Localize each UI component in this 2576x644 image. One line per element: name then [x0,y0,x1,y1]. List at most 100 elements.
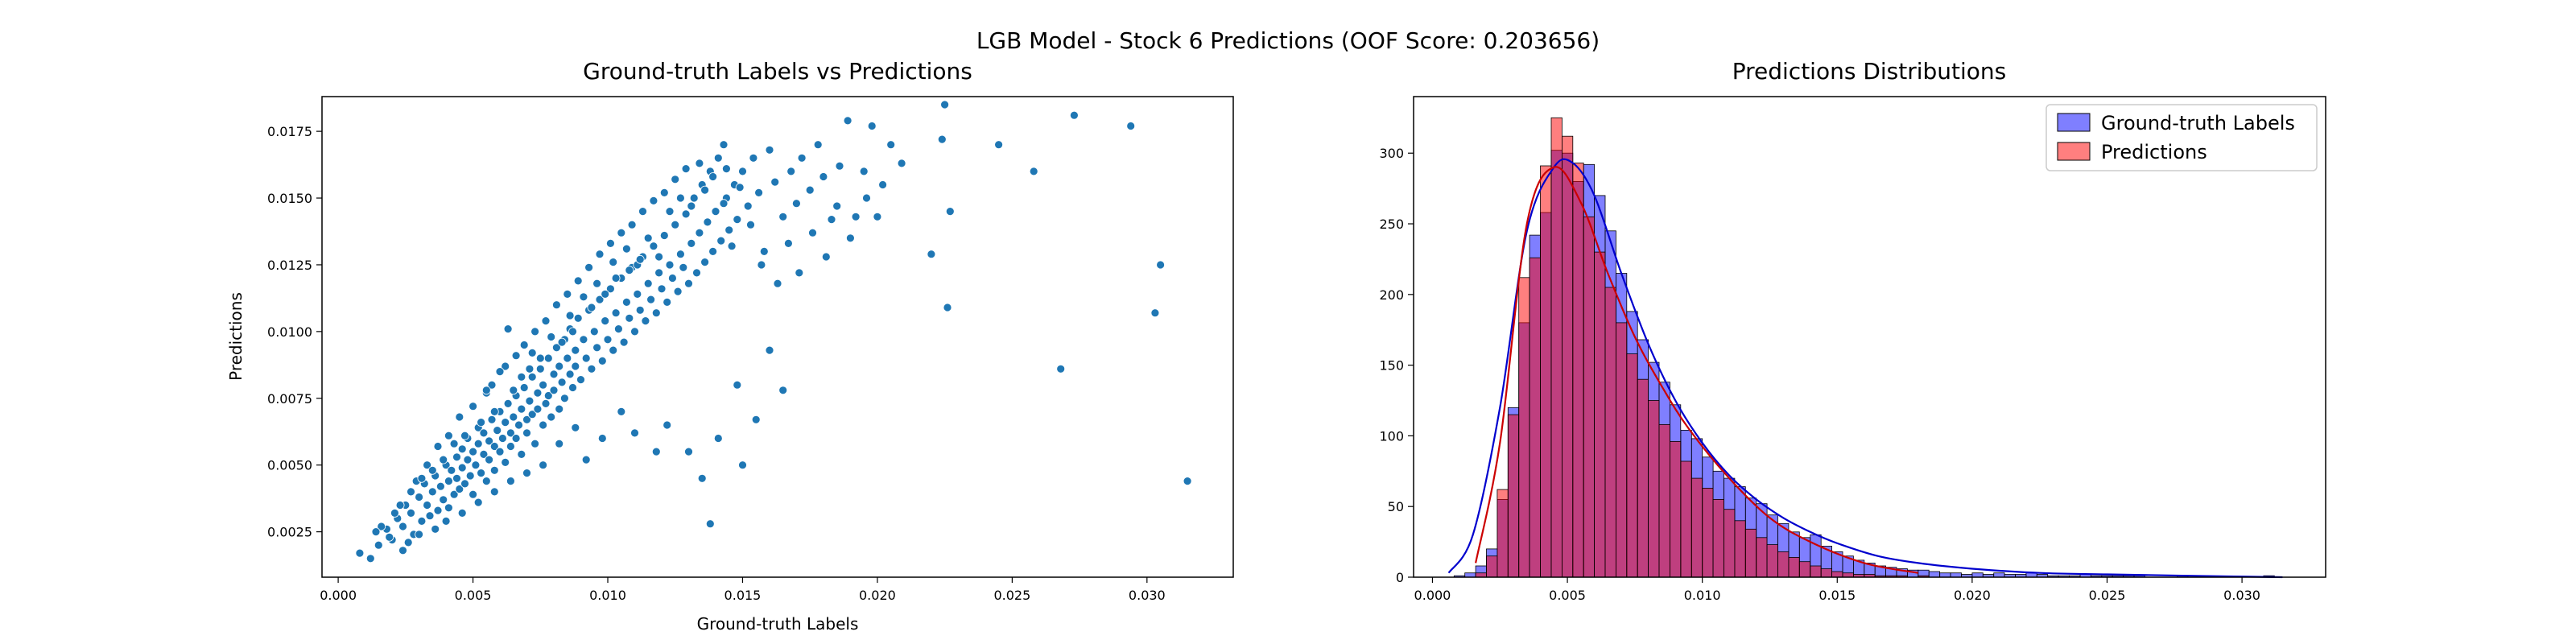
scatter-point [525,364,535,374]
histogram-y-tick-label: 200 [1379,287,1404,303]
histogram-bar [1669,441,1682,578]
scatter-point [498,434,507,443]
scatter-point [417,517,427,526]
scatter-point [733,380,742,390]
scatter-point [479,428,489,438]
scatter-point [579,292,588,302]
scatter-point [716,236,726,246]
scatter-point [493,426,502,435]
scatter-point [724,225,734,235]
scatter-point [676,193,685,203]
scatter-point [862,193,871,203]
scatter-point [622,244,631,254]
scatter-point [501,458,510,467]
scatter-point [746,220,755,229]
scatter-point [614,324,623,334]
scatter-point [673,287,683,296]
scatter-point [703,217,712,227]
histogram-panel: Predictions Distributions 0.000 0.005 0.01… [1379,58,2326,603]
scatter-point [541,398,551,408]
scatter-point [522,469,531,477]
scatter-point [681,209,691,219]
scatter-point [1029,167,1038,176]
scatter-point [633,289,642,299]
scatter-point [407,509,415,518]
scatter-plot-area [322,97,1233,577]
scatter-point [994,140,1003,150]
scatter-point [473,439,483,448]
scatter-point [465,471,475,481]
scatter-point [584,262,593,272]
histogram-bar [1550,117,1563,578]
scatter-point [522,428,531,438]
histogram-y-ticks: 0 50 100 150 200 250 300 [1379,146,1414,585]
scatter-point [517,450,526,459]
histogram-x-tick-label: 0.020 [1954,588,1991,603]
scatter-point [711,207,720,217]
scatter-point [609,258,618,267]
scatter-point [398,546,407,555]
scatter-point [738,460,747,470]
scatter-point [846,233,855,243]
scatter-point [679,262,688,272]
histogram-x-tick-label: 0.025 [2089,588,2126,603]
histogram-bar [1604,287,1616,578]
histogram-frame [1413,96,2326,578]
scatter-point [627,220,637,229]
scatter-point [560,394,569,403]
histogram-y-tick-label: 250 [1379,217,1404,232]
histogram-bar [1626,353,1638,578]
scatter-point [452,473,461,483]
scatter-point [533,404,543,414]
scatter-point [568,383,577,392]
histogram-bar [1518,277,1530,578]
scatter-point [463,455,473,464]
scatter-point [506,477,515,485]
scatter-point [555,404,564,414]
scatter-point [630,428,639,438]
scatter-point [1056,364,1066,374]
scatter-x-tick-label: 0.015 [724,588,762,603]
histogram-x-tick-label: 0.015 [1818,588,1856,603]
scatter-point [597,434,607,443]
scatter-point [665,207,675,217]
scatter-point [743,201,753,211]
scatter-point [713,153,723,163]
scatter-point [606,238,615,248]
scatter-point [539,380,547,390]
scatter-y-axis-label: Predictions [226,292,246,381]
scatter-y-tick-label: 0.0025 [267,525,312,540]
scatter-point [539,420,547,430]
scatter-point [770,177,780,187]
scatter-point [859,167,869,176]
scatter-point [395,501,405,510]
scatter-point [878,180,887,189]
scatter-point [506,428,515,438]
scatter-point [684,279,693,288]
histogram-bar [1810,565,1822,578]
scatter-point [738,167,747,176]
histogram-bar [1702,488,1714,578]
histogram-x-tick-label: 0.010 [1684,588,1721,603]
histogram-bar [1562,135,1574,578]
scatter-point [597,356,607,365]
histogram-bar [1971,572,1984,578]
scatter-point [552,343,561,353]
scatter-point [543,353,553,363]
scatter-point [563,289,572,299]
histogram-bar [1464,572,1476,578]
histogram-bar [1572,163,1584,578]
scatter-point [651,447,661,456]
scatter-point [530,439,539,448]
scatter-y-tick-label: 0.0125 [267,258,312,273]
scatter-point [687,201,696,211]
histogram-title: Predictions Distributions [1732,58,2007,85]
scatter-point [622,297,631,307]
scatter-point [727,242,737,251]
scatter-point [795,268,804,278]
histogram-bar [1486,555,1498,578]
scatter-point [427,465,437,475]
scatter-point [625,313,634,323]
histogram-bar [1658,424,1670,578]
scatter-point [587,364,597,374]
